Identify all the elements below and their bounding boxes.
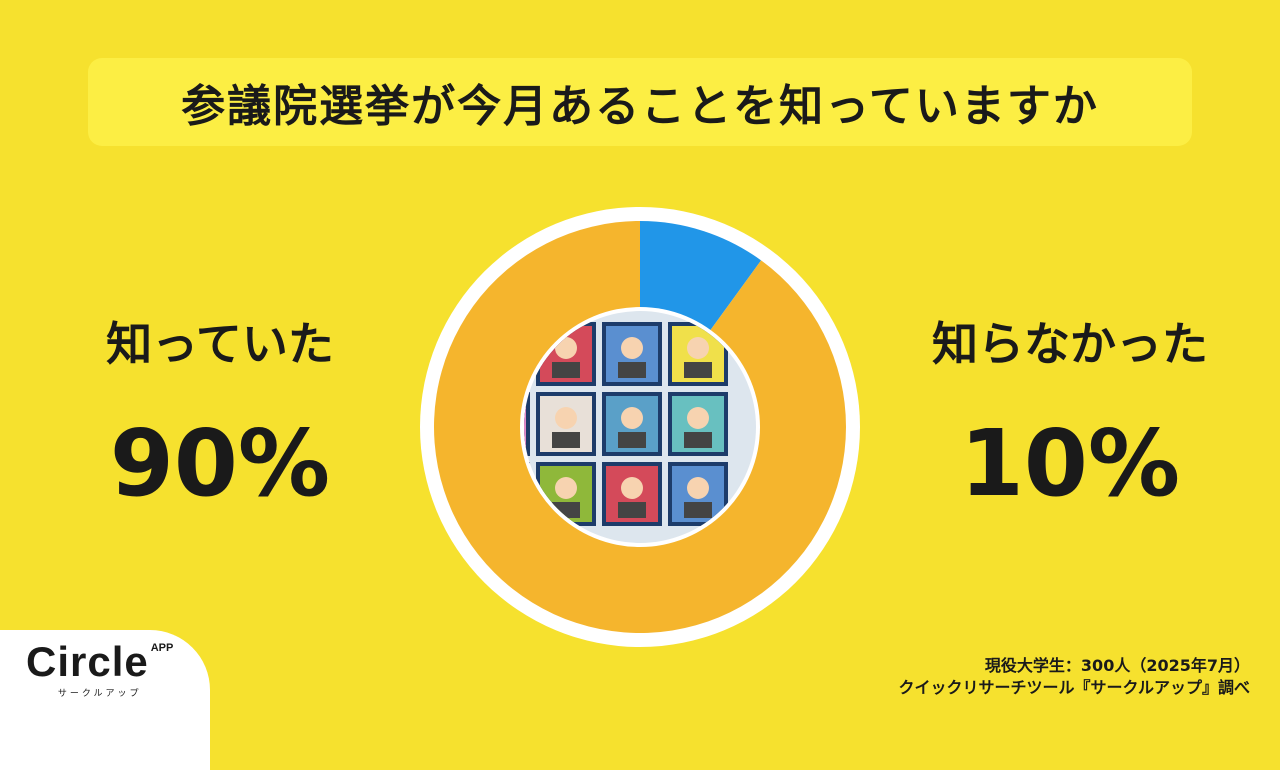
candidate-suit <box>684 432 712 448</box>
candidate-face <box>687 477 709 499</box>
candidate-face <box>555 477 577 499</box>
candidate-suit <box>552 362 580 378</box>
source-line-1: 現役大学生：300人（2025年7月） <box>984 656 1250 675</box>
logo: Circle APP サークルアップ <box>26 638 173 700</box>
candidate-face <box>621 407 643 429</box>
candidate-face <box>687 337 709 359</box>
source-line-2: クイックリサーチツール『サークルアップ』調べ <box>898 678 1250 697</box>
logo-row: Circle APP <box>26 638 173 686</box>
title-banner: 参議院選挙が今月あることを知っていますか <box>88 58 1192 146</box>
value-label-unknown: 10% <box>959 410 1181 517</box>
candidate-suit <box>684 502 712 518</box>
donut-chart <box>420 207 860 647</box>
candidate-face <box>555 407 577 429</box>
chart-title: 参議院選挙が今月あることを知っていますか <box>181 81 1099 132</box>
logo-subtitle: サークルアップ <box>57 689 142 699</box>
logo-superscript: APP <box>150 642 174 654</box>
logo-wordmark: Circle <box>26 638 149 685</box>
candidate-face <box>621 477 643 499</box>
candidate-suit <box>684 362 712 378</box>
value-label-known: 90% <box>109 410 331 517</box>
candidate-suit <box>618 502 646 518</box>
candidate-face <box>687 407 709 429</box>
category-label-known: 知っていた <box>106 317 334 371</box>
candidate-suit <box>618 362 646 378</box>
candidate-suit <box>552 432 580 448</box>
campaign-poster <box>524 396 526 452</box>
category-label-unknown: 知らなかった <box>932 317 1208 371</box>
source-note: 現役大学生：300人（2025年7月） クイックリサーチツール『サークルアップ』… <box>898 655 1250 699</box>
candidate-suit <box>618 432 646 448</box>
candidate-face <box>621 337 643 359</box>
poster-frame <box>524 392 530 456</box>
